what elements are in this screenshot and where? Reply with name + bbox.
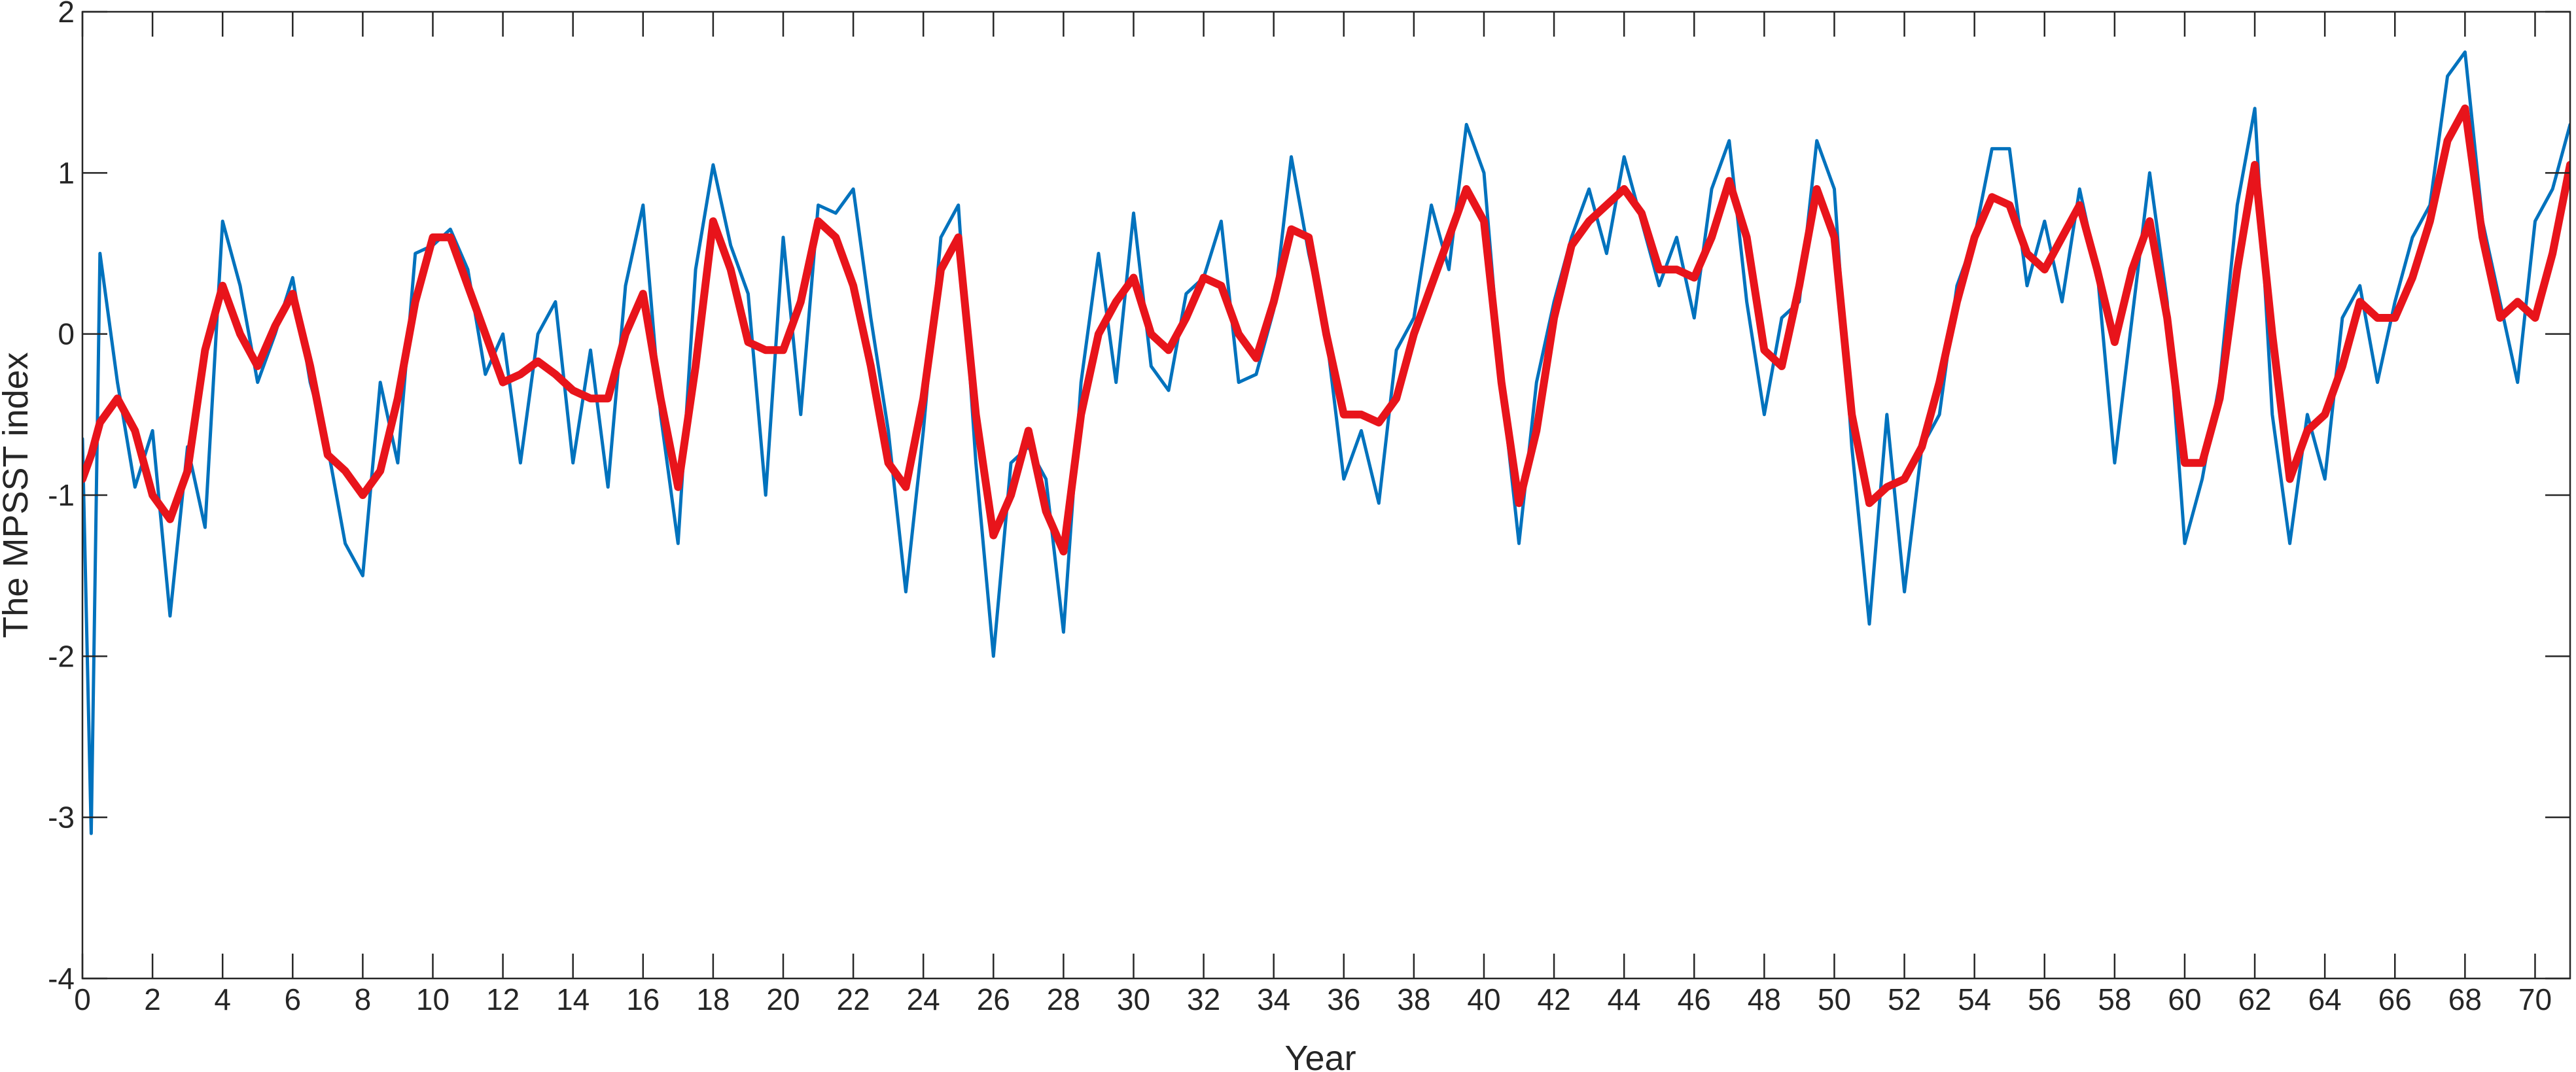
x-tick-label: 28 (1047, 982, 1080, 1016)
y-tick-label: 1 (58, 156, 75, 190)
x-tick-label: 0 (74, 982, 91, 1016)
series-line (82, 104, 2570, 556)
x-tick-label: 48 (1748, 982, 1781, 1016)
x-tick-label: 68 (2448, 982, 2482, 1016)
x-tick-label: 58 (2098, 982, 2131, 1016)
x-tick-label: 40 (1467, 982, 1500, 1016)
plot-frame (81, 10, 2571, 980)
plot-area (82, 12, 2570, 978)
x-tick-label: 6 (284, 982, 301, 1016)
x-tick-label: 2 (144, 982, 161, 1016)
y-tick-label: -3 (48, 801, 75, 835)
y-tick-label: 0 (58, 317, 75, 351)
x-tick-label: 12 (486, 982, 520, 1016)
y-tick-label: -1 (48, 478, 75, 512)
x-tick-label: 24 (907, 982, 940, 1016)
x-tick-label: 20 (766, 982, 800, 1016)
x-tick-label: 18 (696, 982, 730, 1016)
x-tick-label: 30 (1117, 982, 1150, 1016)
x-tick-label: 8 (355, 982, 372, 1016)
x-tick-label: 56 (2028, 982, 2061, 1016)
x-tick-label: 62 (2238, 982, 2271, 1016)
x-tick-label: 54 (1958, 982, 1991, 1016)
x-tick-label: 46 (1678, 982, 1711, 1016)
x-tick-label: 70 (2518, 982, 2552, 1016)
x-tick-label: 36 (1327, 982, 1360, 1016)
x-tick-label: 34 (1257, 982, 1290, 1016)
x-tick-label: 38 (1397, 982, 1430, 1016)
x-tick-label: 52 (1888, 982, 1921, 1016)
y-tick-label: 2 (58, 0, 75, 29)
x-tick-label: 16 (626, 982, 660, 1016)
x-tick-label: 66 (2378, 982, 2412, 1016)
y-tick-label: -4 (48, 961, 75, 995)
x-tick-label: 22 (836, 982, 870, 1016)
x-tick-label: 44 (1608, 982, 1641, 1016)
x-tick-label: 42 (1537, 982, 1570, 1016)
x-tick-label: 32 (1187, 982, 1220, 1016)
x-tick-label: 10 (416, 982, 450, 1016)
y-tick-label: -2 (48, 639, 75, 673)
x-tick-label: 14 (556, 982, 590, 1016)
x-tick-label: 26 (977, 982, 1010, 1016)
x-tick-label: 4 (214, 982, 231, 1016)
x-axis-label: Year (1284, 1039, 1356, 1072)
x-tick-label: 60 (2168, 982, 2201, 1016)
x-tick-label: 50 (1818, 982, 1851, 1016)
x-tick-label: 64 (2308, 982, 2342, 1016)
y-axis-label: The MPSST index (0, 352, 35, 638)
